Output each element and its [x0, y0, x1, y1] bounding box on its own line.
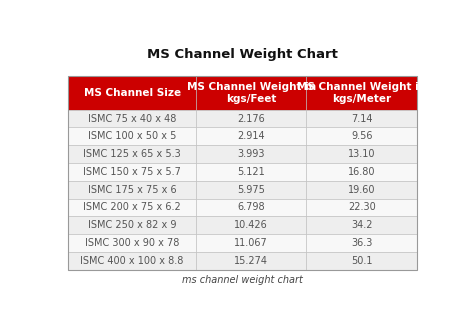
Text: 19.60: 19.60 — [348, 185, 376, 195]
Text: 50.1: 50.1 — [351, 256, 373, 266]
Text: ISMC 125 x 65 x 5.3: ISMC 125 x 65 x 5.3 — [83, 149, 181, 159]
Text: ISMC 250 x 82 x 9: ISMC 250 x 82 x 9 — [88, 220, 176, 230]
Bar — [306, 252, 418, 270]
Bar — [196, 110, 306, 128]
Bar — [68, 145, 196, 163]
Text: 15.274: 15.274 — [234, 256, 268, 266]
Bar — [306, 234, 418, 252]
Bar — [306, 110, 418, 128]
Text: ms channel weight chart: ms channel weight chart — [182, 275, 303, 285]
Text: 5.121: 5.121 — [237, 167, 265, 177]
Bar — [306, 198, 418, 216]
Bar — [196, 181, 306, 198]
Text: MS Channel Weight Chart: MS Channel Weight Chart — [147, 48, 338, 61]
Bar — [68, 163, 196, 181]
Text: 11.067: 11.067 — [234, 238, 268, 248]
Bar — [68, 198, 196, 216]
Text: ISMC 300 x 90 x 78: ISMC 300 x 90 x 78 — [85, 238, 179, 248]
Text: 10.426: 10.426 — [234, 220, 268, 230]
Bar — [68, 128, 196, 145]
Text: ISMC 175 x 75 x 6: ISMC 175 x 75 x 6 — [88, 185, 176, 195]
Bar — [196, 234, 306, 252]
Bar — [196, 76, 306, 110]
Bar — [196, 128, 306, 145]
Bar — [68, 76, 196, 110]
Bar — [306, 181, 418, 198]
Text: 2.176: 2.176 — [237, 113, 265, 124]
Bar — [196, 163, 306, 181]
Bar — [306, 216, 418, 234]
Text: ISMC 75 x 40 x 48: ISMC 75 x 40 x 48 — [88, 113, 176, 124]
Bar — [68, 181, 196, 198]
Text: 16.80: 16.80 — [348, 167, 376, 177]
Text: 7.14: 7.14 — [351, 113, 373, 124]
Text: 22.30: 22.30 — [348, 202, 376, 213]
Text: ISMC 150 x 75 x 5.7: ISMC 150 x 75 x 5.7 — [83, 167, 181, 177]
Bar — [68, 216, 196, 234]
Bar — [68, 110, 196, 128]
Bar — [306, 128, 418, 145]
Text: MS Channel Weight in
kgs/Meter: MS Channel Weight in kgs/Meter — [297, 81, 427, 104]
Bar — [68, 252, 196, 270]
Bar — [306, 145, 418, 163]
Text: 13.10: 13.10 — [348, 149, 376, 159]
Text: MS Channel Weight in
kgs/Feet: MS Channel Weight in kgs/Feet — [187, 81, 316, 104]
Text: 34.2: 34.2 — [351, 220, 373, 230]
Text: 5.975: 5.975 — [237, 185, 265, 195]
Bar — [306, 163, 418, 181]
Text: 6.798: 6.798 — [237, 202, 265, 213]
Text: ISMC 200 x 75 x 6.2: ISMC 200 x 75 x 6.2 — [83, 202, 181, 213]
Bar — [68, 234, 196, 252]
Text: ISMC 400 x 100 x 8.8: ISMC 400 x 100 x 8.8 — [81, 256, 184, 266]
Bar — [196, 198, 306, 216]
Text: 9.56: 9.56 — [351, 131, 373, 141]
Text: MS Channel Size: MS Channel Size — [83, 88, 181, 98]
Text: 36.3: 36.3 — [351, 238, 373, 248]
Bar — [68, 76, 418, 270]
Bar — [196, 145, 306, 163]
Text: 3.993: 3.993 — [237, 149, 265, 159]
Bar — [306, 76, 418, 110]
Text: ISMC 100 x 50 x 5: ISMC 100 x 50 x 5 — [88, 131, 176, 141]
Text: 2.914: 2.914 — [237, 131, 265, 141]
Bar — [196, 252, 306, 270]
Bar — [196, 216, 306, 234]
